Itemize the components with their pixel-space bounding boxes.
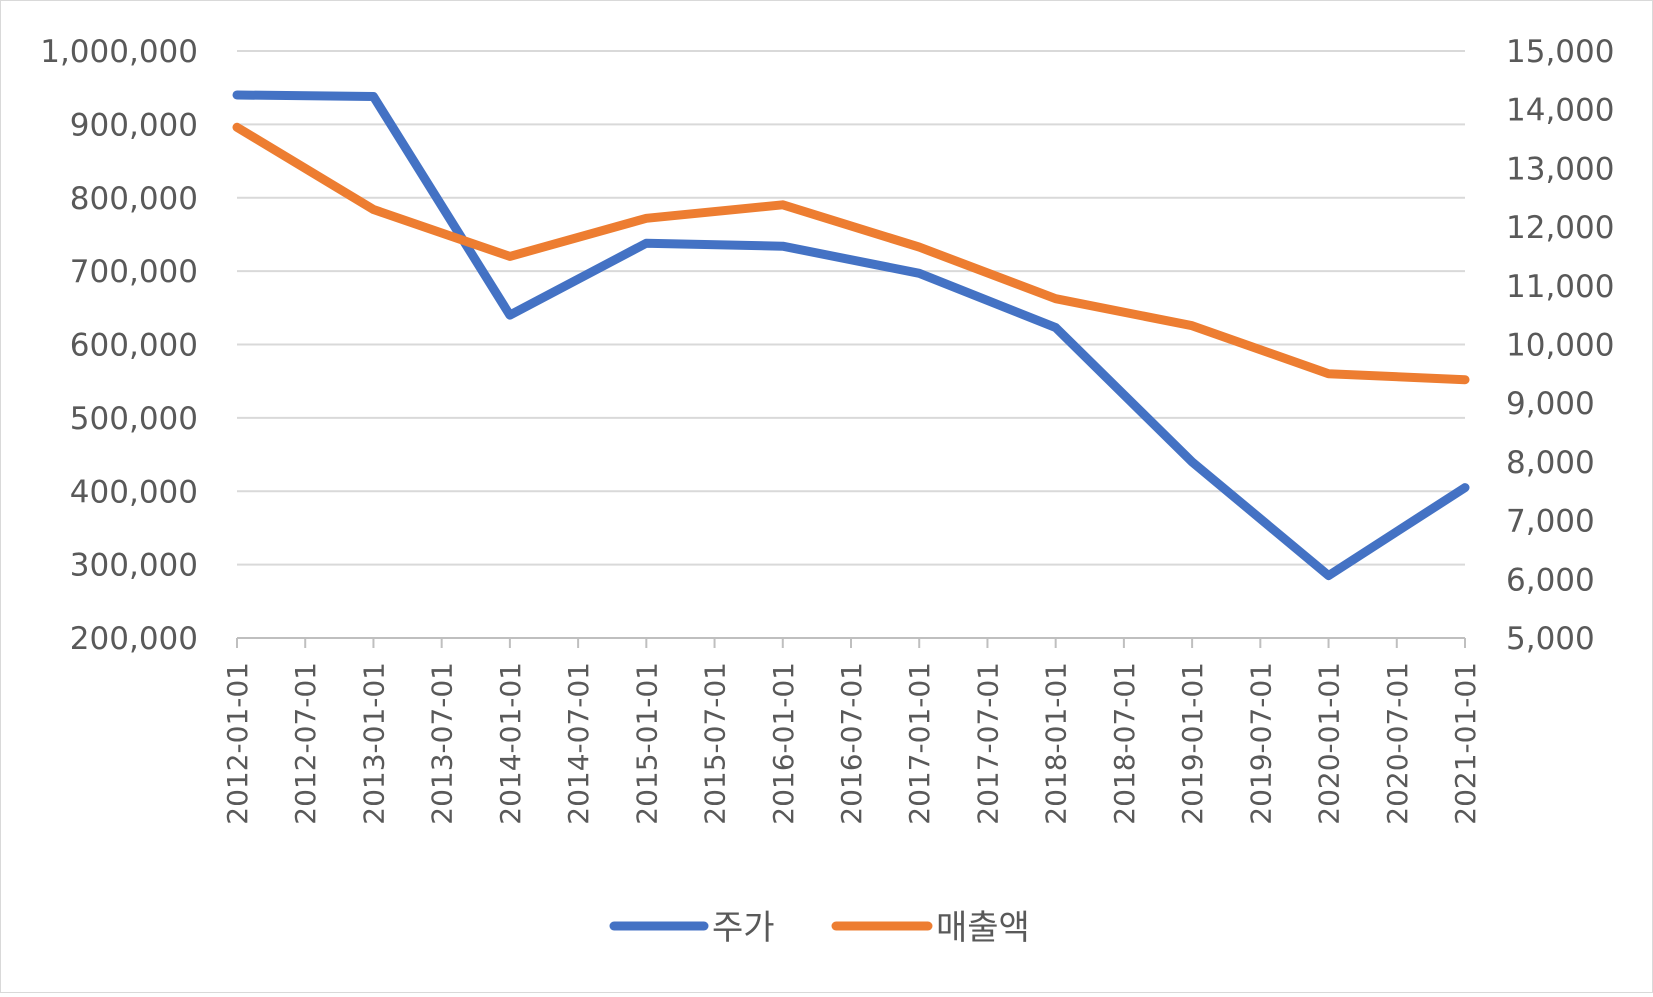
right-y-tick-label: 13,000 [1506, 151, 1614, 187]
left-y-tick-label: 200,000 [70, 621, 198, 657]
x-tick-label: 2018-07-01 [1108, 662, 1141, 825]
legend-label: 주가 [712, 908, 775, 948]
series-lines [232, 90, 1470, 581]
right-y-tick-label: 14,000 [1506, 93, 1614, 129]
right-y-tick-label: 9,000 [1506, 386, 1595, 422]
x-tick-label: 2015-07-01 [699, 662, 732, 825]
gridlines [237, 50, 1465, 566]
right-y-tick-label: 10,000 [1506, 328, 1614, 364]
x-axis: 2012-01-01 2012-07-01 2013-01-01 2013-07-01… [221, 637, 1482, 825]
right-y-tick-label: 15,000 [1506, 34, 1614, 70]
series-line-sales [232, 122, 1470, 385]
left-y-tick-label: 600,000 [70, 328, 198, 364]
x-tick-label: 2020-01-01 [1313, 662, 1346, 825]
legend-label: 매출액 [936, 908, 1030, 948]
left-y-tick-label: 500,000 [70, 401, 198, 437]
right-y-tick-label: 7,000 [1506, 504, 1595, 540]
x-tick-label: 2014-07-01 [562, 662, 595, 825]
x-tick-label: 2020-07-01 [1381, 662, 1414, 825]
left-y-tick-label: 800,000 [70, 181, 198, 217]
x-tick-label: 2013-01-01 [357, 662, 390, 825]
x-tick-label: 2016-01-01 [767, 662, 800, 825]
left-y-tick-label: 900,000 [70, 107, 198, 143]
x-tick-label: 2016-07-01 [835, 662, 868, 825]
x-tick-label: 2021-01-01 [1449, 662, 1482, 825]
right-y-tick-label: 8,000 [1506, 445, 1595, 481]
x-tick-label: 2012-01-01 [221, 662, 254, 825]
x-tick-label: 2015-01-01 [630, 662, 663, 825]
left-y-axis: 200,000 300,000 400,000 500,000 600,000 700,0… [40, 34, 198, 657]
series-line-stock-price [232, 90, 1470, 581]
x-tick-label: 2013-07-01 [426, 662, 459, 825]
right-y-axis: 5,000 6,000 7,000 8,000 9,000 10,000 11,000 12,… [1506, 34, 1614, 657]
x-tick-label: 2017-07-01 [971, 662, 1004, 825]
left-y-tick-label: 400,000 [70, 474, 198, 510]
x-tick-label: 2019-07-01 [1244, 662, 1277, 825]
right-y-tick-label: 5,000 [1506, 621, 1595, 657]
right-y-tick-label: 6,000 [1506, 562, 1595, 598]
x-tick-label: 2018-01-01 [1040, 662, 1073, 825]
x-tick-label: 2017-01-01 [903, 662, 936, 825]
left-y-tick-label: 700,000 [70, 254, 198, 290]
left-y-tick-label: 300,000 [70, 548, 198, 584]
legend: 주가 매출액 [609, 908, 1030, 948]
x-tick-label: 2019-01-01 [1176, 662, 1209, 825]
x-tick-label: 2014-01-01 [494, 662, 527, 825]
right-y-tick-label: 12,000 [1506, 210, 1614, 246]
x-tick-label: 2012-07-01 [289, 662, 322, 825]
left-y-tick-label: 1,000,000 [40, 34, 198, 70]
right-y-tick-label: 11,000 [1506, 269, 1614, 305]
